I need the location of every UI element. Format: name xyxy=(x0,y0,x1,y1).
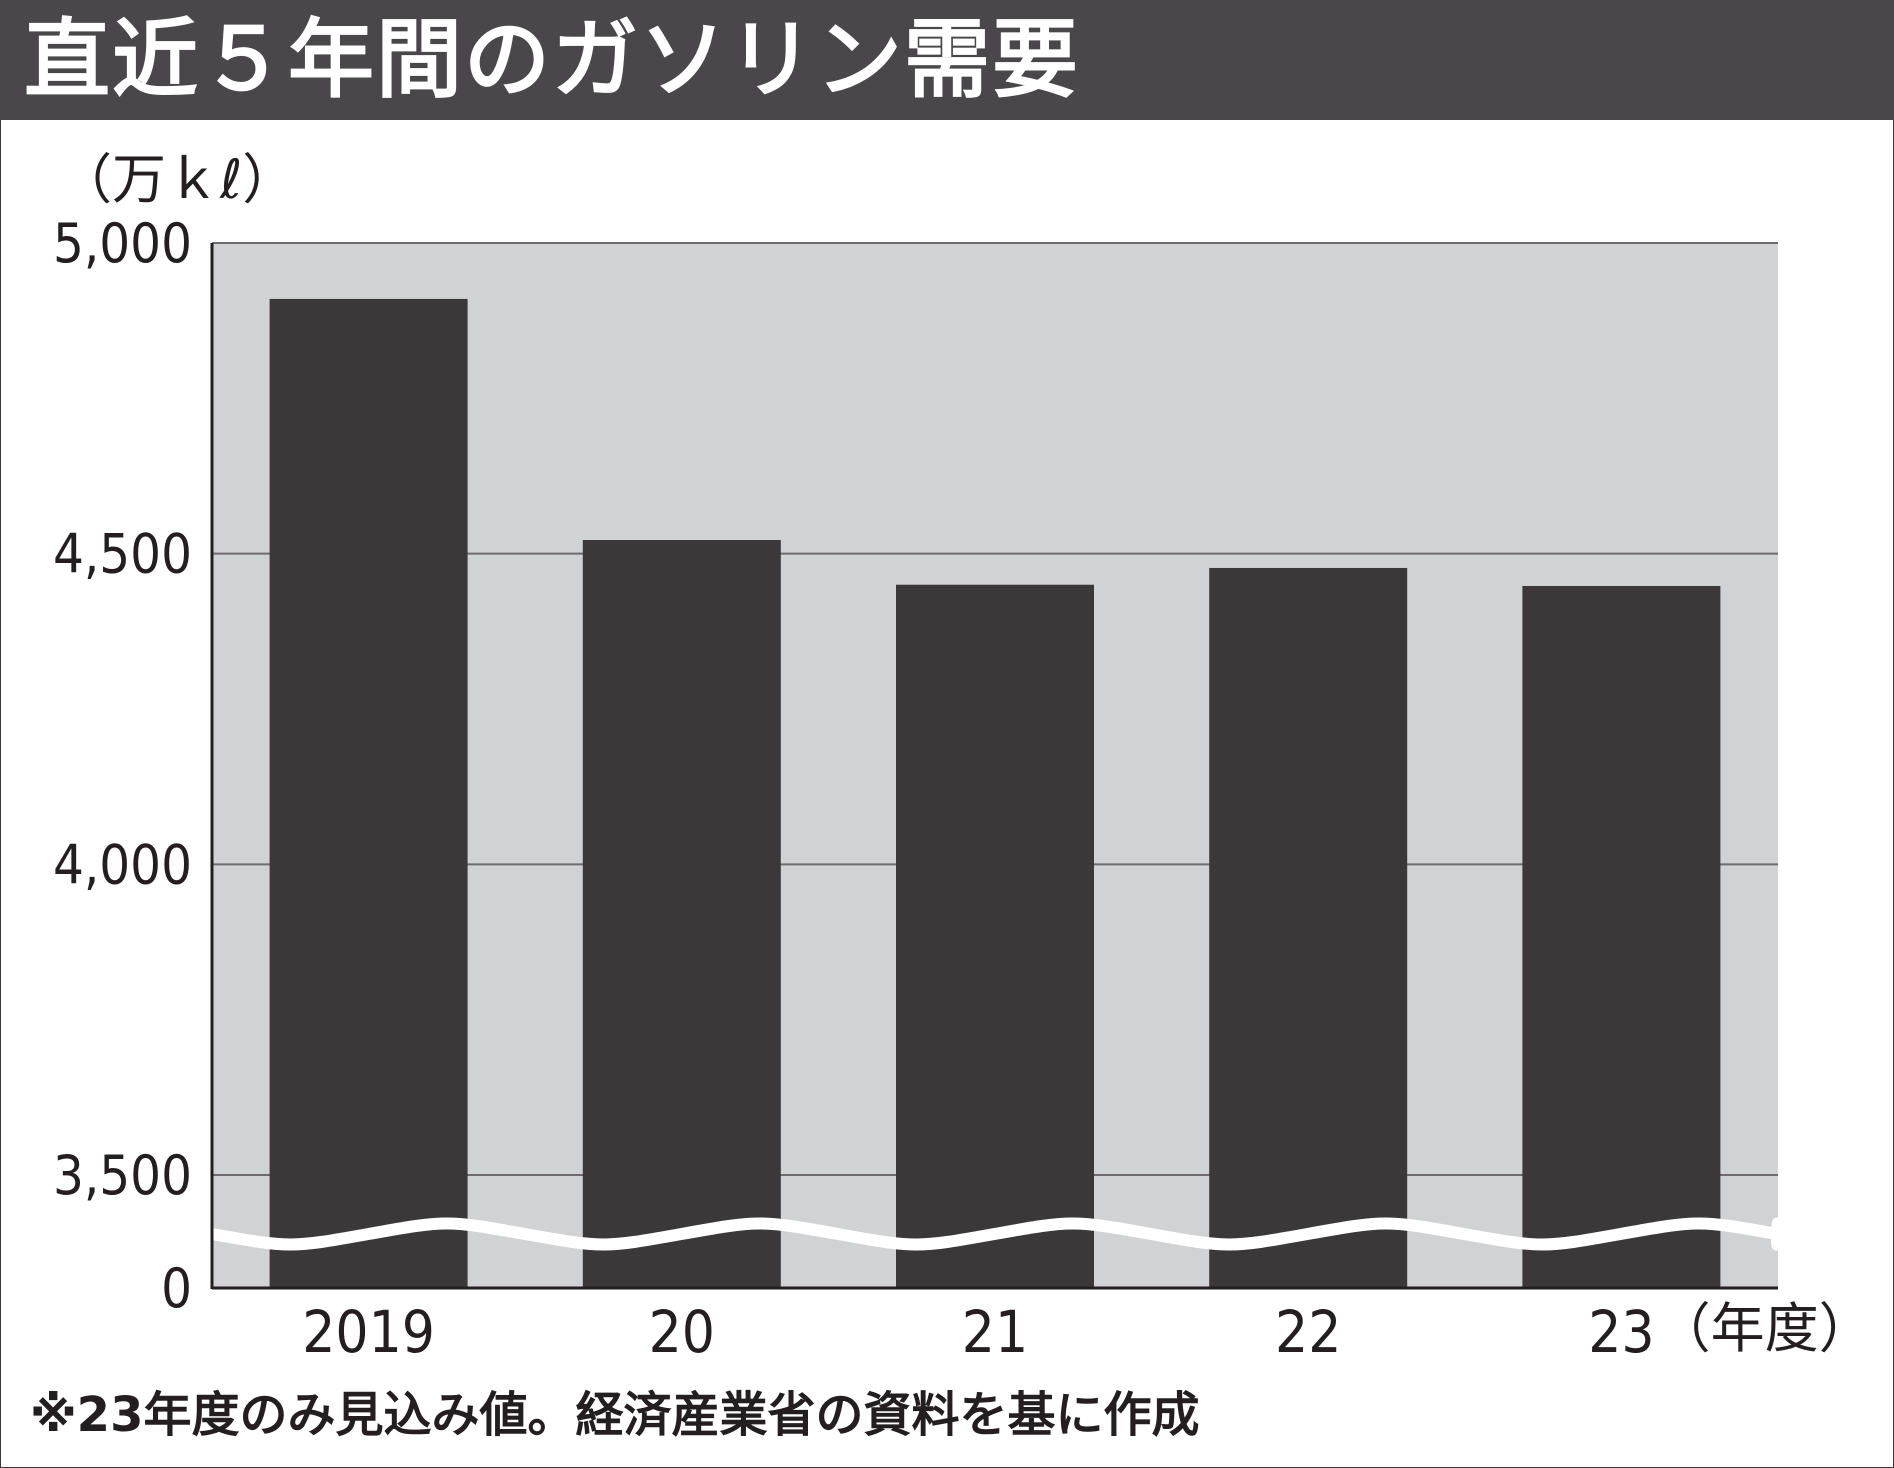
y-tick-label: 3,500 xyxy=(53,1144,192,1207)
x-tick-labels: 2019 20 21 22 23 xyxy=(302,1298,1654,1366)
bar xyxy=(1522,585,1721,1288)
x-tick-label: 21 xyxy=(962,1298,1028,1366)
y-tick-label: 4,500 xyxy=(53,523,192,586)
axis-break-wave xyxy=(210,1217,1784,1251)
bar xyxy=(896,584,1094,1288)
axes xyxy=(210,243,1778,1290)
x-tick-label: 20 xyxy=(649,1298,715,1366)
x-tick-label: 23 xyxy=(1588,1298,1654,1366)
source-note: ※23年度のみ見込み値。経済産業省の資料を基に作成 xyxy=(30,1387,1200,1443)
y-tick-label: 5,000 xyxy=(53,212,192,275)
x-tick-label: 22 xyxy=(1275,1298,1341,1366)
bar xyxy=(269,298,468,1288)
x-tick-label: 2019 xyxy=(302,1298,435,1366)
y-tick-labels: 0 3,500 4,000 4,500 5,000 xyxy=(53,212,192,1320)
bars xyxy=(269,298,1721,1288)
bar xyxy=(1209,567,1408,1288)
y-axis-unit-label: （万ｋℓ） xyxy=(58,148,297,211)
y-tick-label: 0 xyxy=(161,1257,192,1320)
x-axis-unit-label: （年度） xyxy=(1656,1297,1873,1360)
chart-title: 直近５年間のガソリン需要 xyxy=(24,10,1080,110)
title-bar: 直近５年間のガソリン需要 xyxy=(0,0,1894,120)
y-tick-label: 4,000 xyxy=(53,833,192,896)
bar xyxy=(582,539,781,1288)
